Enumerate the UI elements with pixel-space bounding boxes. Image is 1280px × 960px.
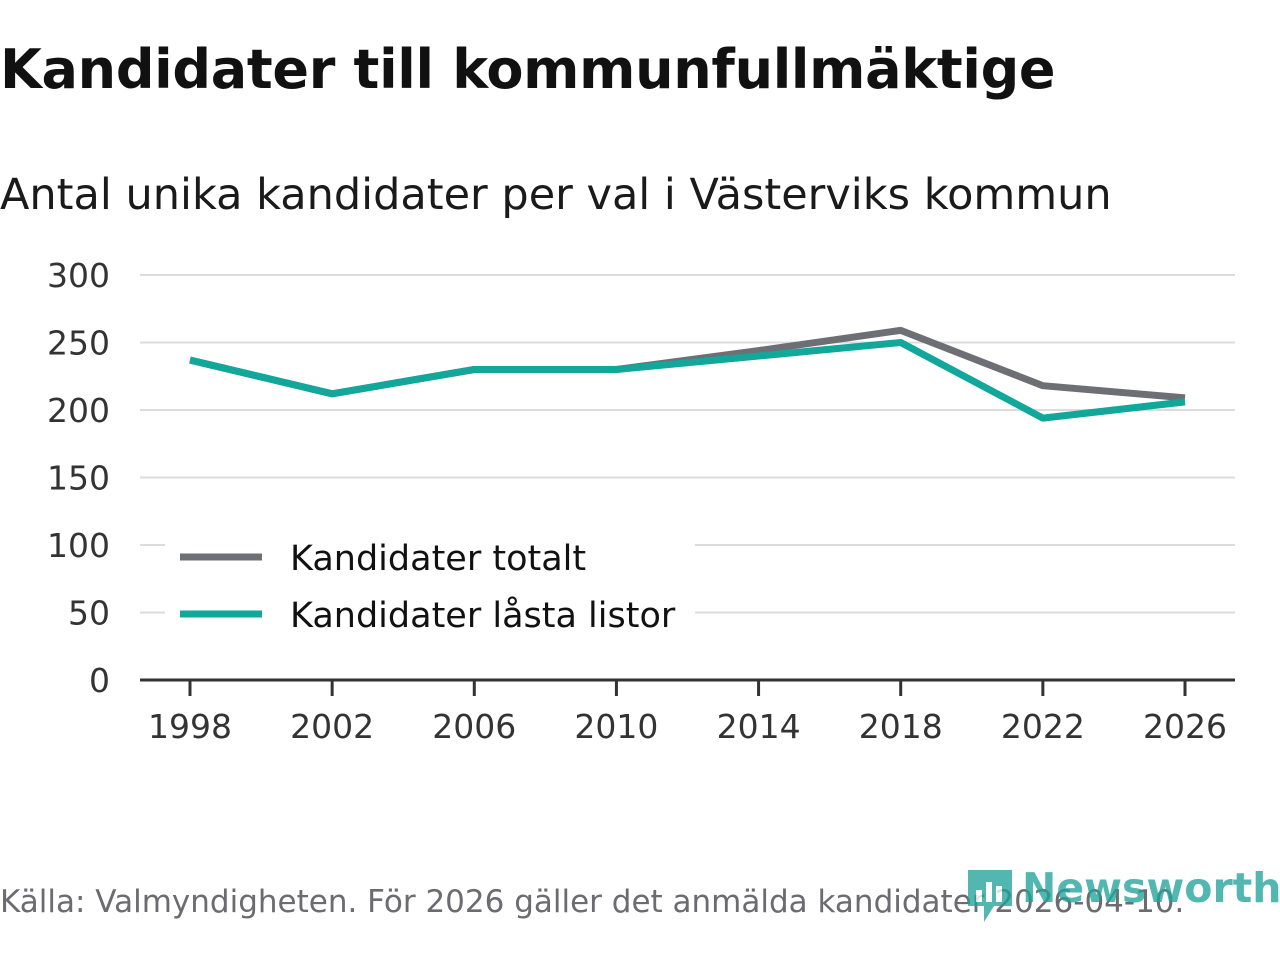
- y-tick-label: 250: [47, 324, 110, 363]
- x-axis: 1998 2002 2006 2010 2014 2018 2022 2026: [140, 678, 1235, 746]
- y-tick-label: 300: [47, 256, 110, 295]
- legend-label-total: Kandidater totalt: [290, 539, 586, 579]
- brand-logo: Newsworthy: [964, 866, 1280, 926]
- newsworthy-logo-icon: [968, 870, 1012, 922]
- y-tick-label: 50: [68, 594, 110, 633]
- x-tick-label: 2010: [574, 707, 658, 746]
- x-tick-label: 2018: [859, 707, 943, 746]
- brand-name: Newsworthy: [1022, 864, 1280, 912]
- series-line-locked: [189, 339, 1186, 422]
- line-chart: 0 50 100 150 200 250 300 1998 2002 2006 2010 2014 2…: [47, 256, 1235, 746]
- y-axis-labels: 0 50 100 150 200 250 300: [47, 256, 110, 700]
- y-tick-label: 200: [47, 391, 110, 430]
- x-tick-label: 2006: [432, 707, 516, 746]
- legend-background: [165, 528, 695, 640]
- y-tick-label: 150: [47, 459, 110, 498]
- series-lines: [189, 326, 1186, 422]
- legend-label-locked: Kandidater låsta listor: [290, 595, 676, 636]
- x-tick-label: 1998: [148, 707, 232, 746]
- x-tick-label: 2014: [717, 707, 801, 746]
- y-tick-label: 100: [47, 526, 110, 565]
- y-tick-label: 0: [89, 661, 110, 700]
- x-tick-label: 2022: [1001, 707, 1085, 746]
- legend: Kandidater totalt Kandidater låsta listo…: [165, 528, 695, 640]
- chart-subtitle: Antal unika kandidater per val i Västerv…: [0, 170, 1112, 220]
- x-tick-label: 2026: [1143, 707, 1227, 746]
- x-tick-label: 2002: [290, 707, 374, 746]
- chart-title: Kandidater till kommunfullmäktige: [0, 38, 1056, 101]
